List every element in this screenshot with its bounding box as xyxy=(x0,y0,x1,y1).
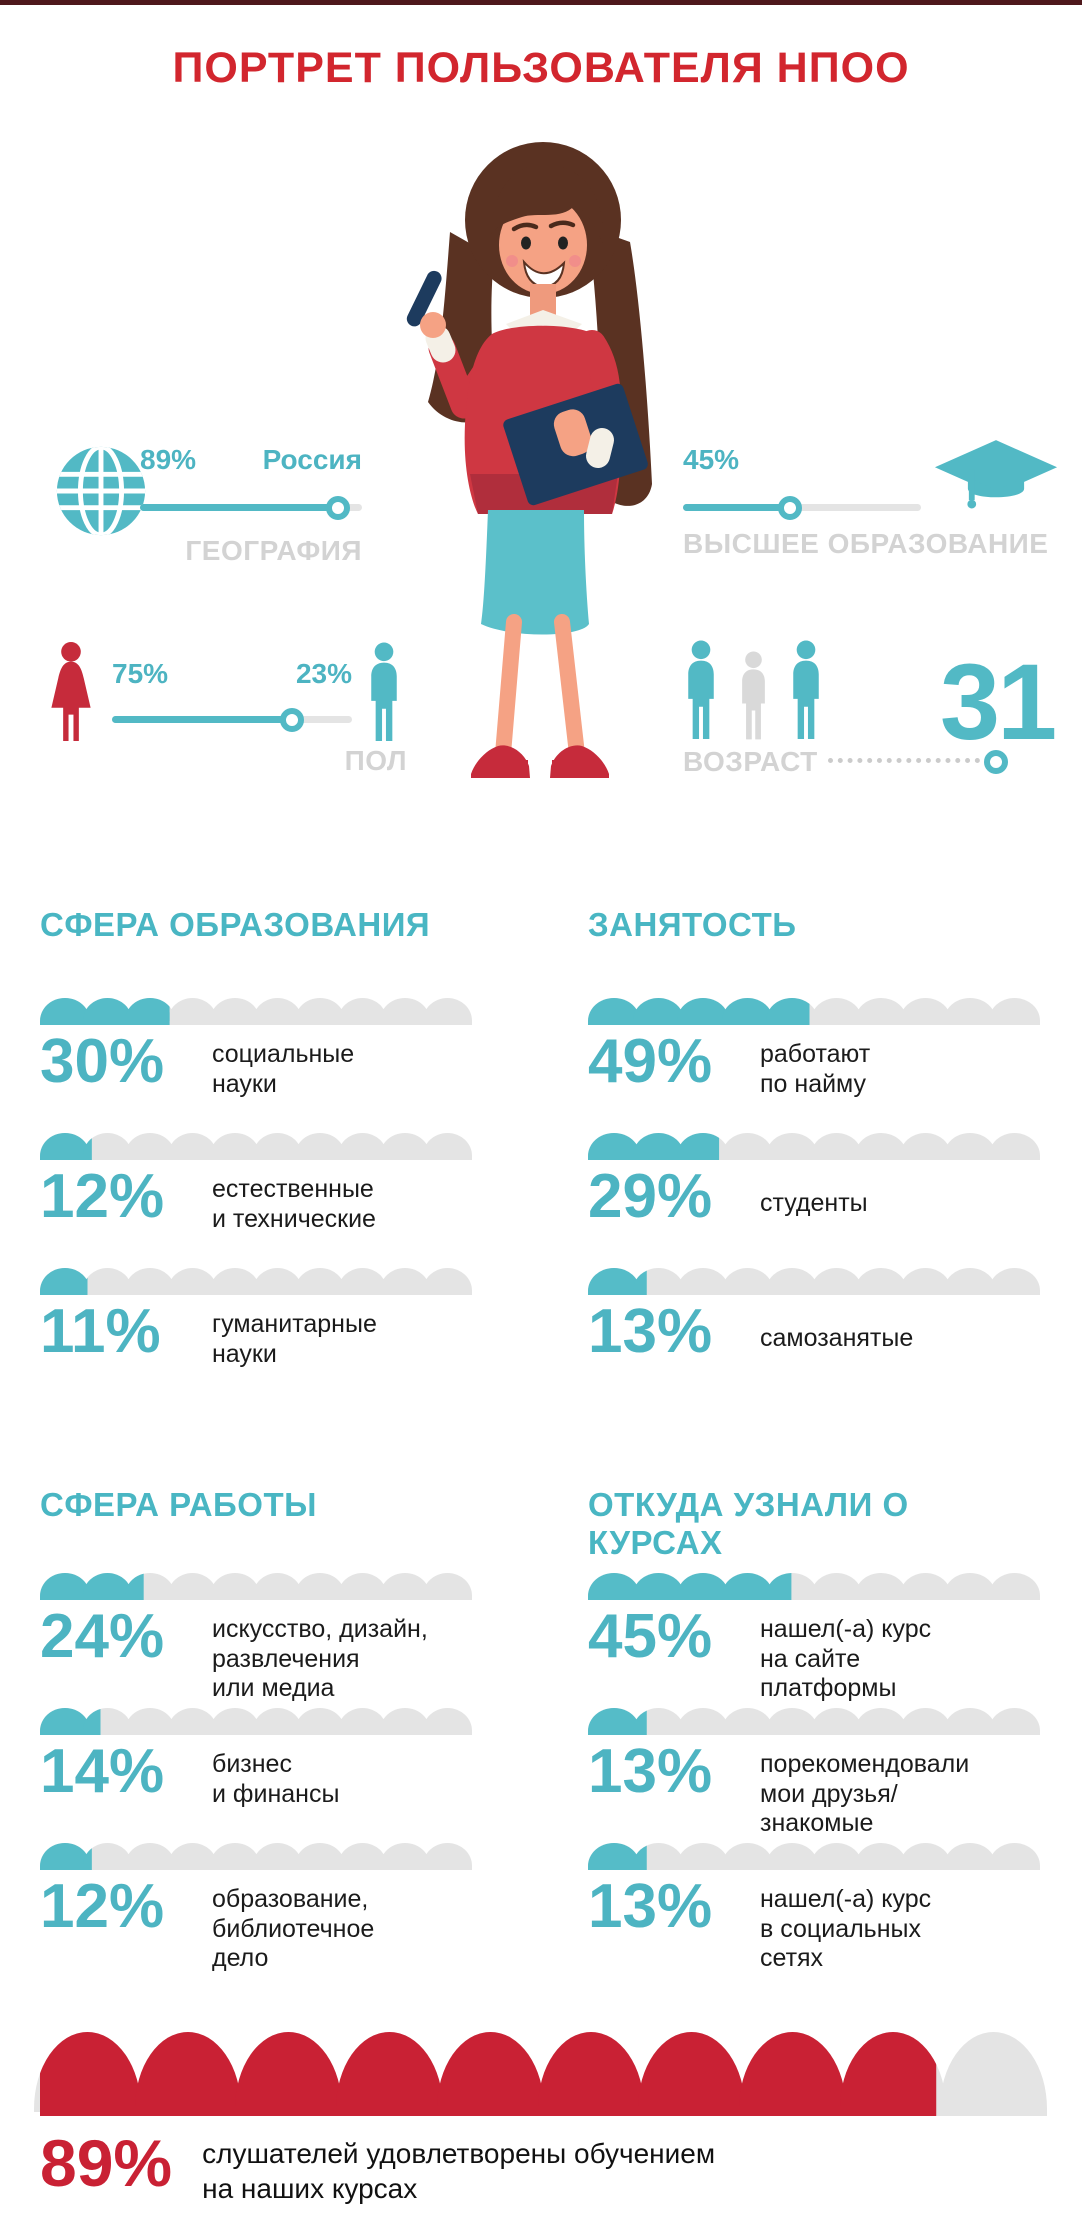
stat-label: образование, библиотечное дело xyxy=(212,1885,375,1972)
stat-label: социальные науки xyxy=(212,1040,355,1098)
stat-row: 13% нашел(-а) курс в социальных сетях xyxy=(588,1843,1040,1973)
slider-knob xyxy=(325,495,350,520)
section-title: СФЕРА ОБРАЗОВАНИЯ xyxy=(40,906,431,943)
satisfaction-humps xyxy=(34,2032,1048,2116)
age-value: 31 xyxy=(940,641,1057,762)
stat-row: 29% студенты xyxy=(588,1133,1040,1263)
stat-label: естественные и технические xyxy=(212,1175,376,1233)
stat-row: 11% гуманитарные науки xyxy=(40,1268,472,1398)
age-end-ring xyxy=(984,750,1008,774)
geography-slider xyxy=(140,495,362,520)
stat-label: самозанятые xyxy=(760,1324,914,1352)
stat-percent: 13% xyxy=(588,1297,713,1366)
stat-row: 12% образование, библиотечное дело xyxy=(40,1843,472,1973)
page-title: ПОРТРЕТ ПОЛЬЗОВАТЕЛЯ НПОО xyxy=(172,44,910,92)
geography-country: Россия xyxy=(262,444,362,475)
satisfaction-percent: 89% xyxy=(40,2126,173,2200)
three-people-icons xyxy=(678,640,829,742)
progress-humps xyxy=(588,1268,1040,1295)
stat-percent: 45% xyxy=(588,1602,713,1671)
progress-humps xyxy=(40,1268,472,1295)
stat-label: нашел(-а) курс на сайте платформы xyxy=(760,1615,932,1702)
stat-percent: 49% xyxy=(588,1027,713,1096)
graduation-cap-icon xyxy=(934,440,1058,509)
progress-humps xyxy=(40,1133,472,1160)
section-work-field: СФЕРА РАБОТЫ 24% искусство, дизайн, развл… xyxy=(40,1486,472,1986)
progress-humps xyxy=(40,1573,472,1600)
progress-humps xyxy=(588,1133,1040,1160)
person-teal-icon xyxy=(793,640,819,740)
geography-caption: ГЕОГРАФИЯ xyxy=(185,535,362,566)
education-stat: 45% xyxy=(683,444,921,520)
person-teal-icon xyxy=(688,640,714,740)
age-dotted-line xyxy=(828,758,980,763)
woman-icon xyxy=(51,642,91,742)
section-title: ОТКУДА УЗНАЛИ О КУРСАХ xyxy=(588,1486,909,1561)
gender-female-percent: 75% xyxy=(112,658,169,689)
progress-humps xyxy=(588,1573,1040,1600)
stat-percent: 30% xyxy=(40,1027,165,1096)
gender-male-percent: 23% xyxy=(295,658,352,689)
stat-percent: 29% xyxy=(588,1162,713,1231)
education-caption: ВЫСШЕЕ ОБРАЗОВАНИЕ xyxy=(683,528,1049,559)
age-caption: ВОЗРАСТ xyxy=(683,746,818,777)
stat-percent: 12% xyxy=(40,1872,165,1941)
satisfaction-stat: 89% слушателей удовлетворены обучением на… xyxy=(34,2032,1048,2206)
section-course-source: ОТКУДА УЗНАЛИ О КУРСАХ 45% нашел(-а) кур… xyxy=(588,1486,1040,1986)
education-slider xyxy=(683,495,921,520)
stat-row: 14% бизнес и финансы xyxy=(40,1708,472,1838)
woman-with-phone-illustration xyxy=(406,142,652,778)
stat-percent: 11% xyxy=(40,1297,161,1366)
stat-row: 24% искусство, дизайн, развлечения или мед… xyxy=(40,1573,472,1703)
stat-row: 13% порекомендовали мои друзья/знакомые xyxy=(588,1708,1040,1838)
progress-humps xyxy=(40,998,472,1025)
stat-percent: 24% xyxy=(40,1602,165,1671)
education-percent: 45% xyxy=(683,444,740,475)
gender-stat: 75% 23% xyxy=(112,658,352,732)
stat-label: студенты xyxy=(760,1189,868,1217)
stat-label: работают по найму xyxy=(760,1040,871,1098)
geography-percent: 89% xyxy=(140,444,197,475)
stat-percent: 13% xyxy=(588,1737,713,1806)
slider-knob xyxy=(778,495,803,520)
stat-row: 13% самозанятые xyxy=(588,1268,1040,1398)
gender-caption: ПОЛ xyxy=(344,745,407,776)
progress-humps xyxy=(588,1708,1040,1735)
stat-label: нашел(-а) курс в социальных сетях xyxy=(760,1885,932,1972)
stat-label: порекомендовали мои друзья/знакомые xyxy=(760,1750,970,1837)
globe-icon xyxy=(56,446,146,536)
section-employment: ЗАНЯТОСТЬ 49% работают по найму 29% студе… xyxy=(588,906,1040,1406)
satisfaction-label: слушателей удовлетворены обучением на наш… xyxy=(202,2138,716,2204)
section-title: ЗАНЯТОСТЬ xyxy=(588,906,797,943)
progress-humps xyxy=(588,998,1040,1025)
slider-knob xyxy=(280,707,304,732)
stat-percent: 12% xyxy=(40,1162,165,1231)
top-accent-bar xyxy=(0,0,1082,5)
stat-label: искусство, дизайн, развлечения или медиа xyxy=(212,1615,428,1702)
stat-percent: 13% xyxy=(588,1872,713,1941)
progress-humps xyxy=(588,1843,1040,1870)
stat-label: бизнес и финансы xyxy=(212,1750,340,1808)
person-gray-icon xyxy=(742,651,765,740)
section-education-field: СФЕРА ОБРАЗОВАНИЯ 30% социальные науки 12… xyxy=(40,906,472,1406)
stat-row: 30% социальные науки xyxy=(40,998,472,1128)
stat-row: 12% естественные и технические xyxy=(40,1133,472,1263)
progress-humps xyxy=(40,1843,472,1870)
progress-humps xyxy=(40,1708,472,1735)
man-icon xyxy=(371,642,397,742)
geography-stat: 89% Россия ГЕОГРАФИЯ xyxy=(140,444,362,567)
section-title: СФЕРА РАБОТЫ xyxy=(40,1486,317,1523)
stat-row: 45% нашел(-а) курс на сайте платформы xyxy=(588,1573,1040,1703)
stat-row: 49% работают по найму xyxy=(588,998,1040,1128)
stat-percent: 14% xyxy=(40,1737,165,1806)
stat-label: гуманитарные науки xyxy=(212,1310,377,1368)
gender-slider xyxy=(112,707,352,732)
